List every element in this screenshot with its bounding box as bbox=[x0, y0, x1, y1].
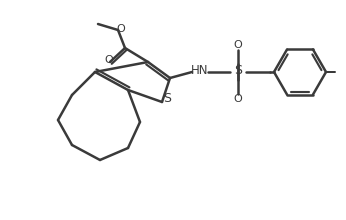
Text: O: O bbox=[104, 55, 113, 65]
Text: S: S bbox=[163, 92, 171, 104]
Text: O: O bbox=[117, 24, 125, 34]
Text: S: S bbox=[234, 64, 242, 77]
Text: HN: HN bbox=[191, 64, 209, 77]
Text: O: O bbox=[234, 40, 243, 50]
Text: O: O bbox=[234, 94, 243, 104]
